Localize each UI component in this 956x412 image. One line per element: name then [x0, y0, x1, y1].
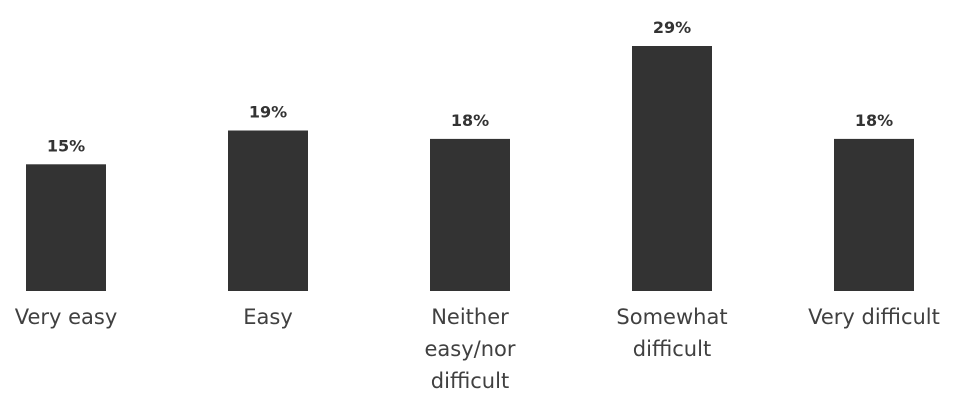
- data-label-5: 18%: [855, 111, 893, 130]
- bar-4: [632, 46, 712, 291]
- category-labels-group: Very easy Easy Neither easy/nor difficultSom…: [15, 305, 940, 393]
- category-label-line: difficult: [431, 369, 509, 393]
- value-labels-group: 15% 19% 18% 29% 18%: [47, 18, 893, 155]
- data-label-3: 18%: [451, 111, 489, 130]
- data-label-1: 15%: [47, 136, 85, 155]
- category-label-line: Very easy: [15, 305, 118, 329]
- bar-2: [228, 130, 308, 291]
- category-label-line: easy/nor: [424, 337, 515, 361]
- category-label-line: Easy: [243, 305, 293, 329]
- category-label-line: Very difficult: [808, 305, 940, 329]
- bar-1: [26, 164, 106, 291]
- category-label-line: Somewhat: [616, 305, 727, 329]
- category-label-3: Neither easy/nor difficult: [424, 305, 515, 393]
- bar-3: [430, 138, 510, 291]
- data-label-2: 19%: [249, 103, 287, 122]
- category-label-1: Very easy: [15, 305, 118, 329]
- category-label-4: Somewhat difficult: [616, 305, 727, 361]
- category-label-line: Neither: [431, 305, 509, 329]
- data-label-4: 29%: [653, 18, 691, 37]
- category-label-line: difficult: [633, 337, 711, 361]
- bars-group: [26, 46, 914, 291]
- category-label-5: Very difficult: [808, 305, 940, 329]
- bar-5: [834, 138, 914, 291]
- category-label-2: Easy: [243, 305, 293, 329]
